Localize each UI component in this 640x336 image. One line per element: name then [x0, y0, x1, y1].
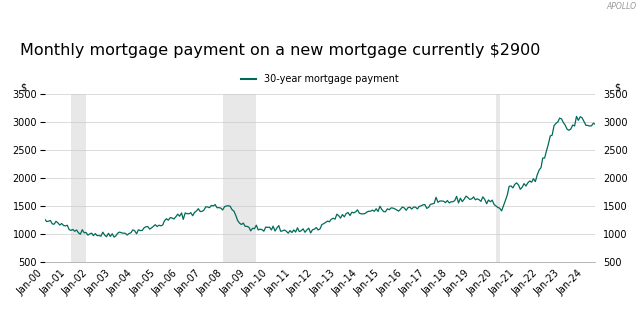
- Text: $: $: [20, 82, 26, 92]
- Bar: [71, 94, 86, 262]
- Text: $: $: [614, 82, 620, 92]
- Text: Monthly mortgage payment on a new mortgage currently $2900: Monthly mortgage payment on a new mortga…: [20, 43, 540, 58]
- Text: APOLLO: APOLLO: [607, 2, 637, 11]
- Bar: [223, 94, 257, 262]
- Legend: 30-year mortgage payment: 30-year mortgage payment: [237, 70, 403, 88]
- Bar: [496, 94, 500, 262]
